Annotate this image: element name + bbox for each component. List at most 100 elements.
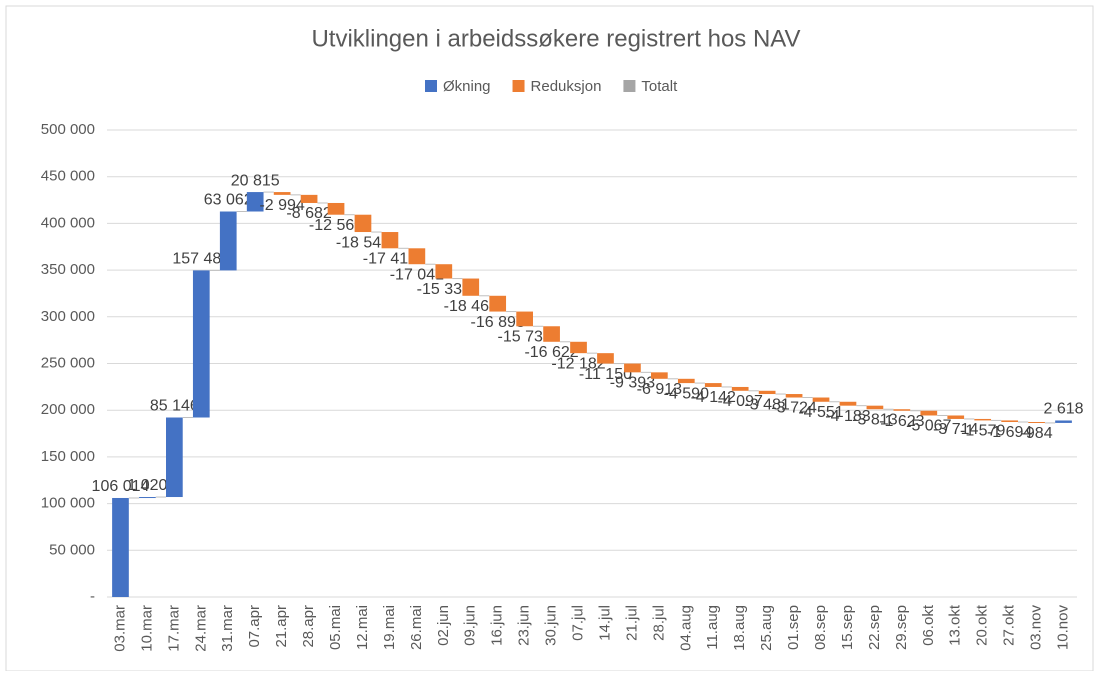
- bar: [785, 394, 803, 398]
- x-tick-label: 18.aug: [731, 605, 748, 651]
- data-label: -3 481: [744, 396, 789, 413]
- x-tick-label: 07.jul: [569, 605, 586, 641]
- data-label: -8 682: [286, 205, 331, 222]
- x-tick-label: 26.mai: [408, 605, 425, 650]
- x-tick-label: 20.okt: [974, 604, 991, 646]
- bar: [1028, 422, 1045, 424]
- x-tick-label: 10.nov: [1054, 605, 1071, 651]
- x-tick-label: 27.okt: [1001, 604, 1018, 646]
- data-label: -5 067: [906, 418, 951, 435]
- data-label: -9 393: [610, 375, 655, 392]
- bar: [1055, 420, 1072, 423]
- data-label: -12 563: [309, 217, 363, 234]
- legend-swatch: [512, 80, 525, 92]
- y-tick-label: 350 000: [41, 261, 95, 278]
- data-label: -3 813: [852, 411, 897, 428]
- bar: [920, 410, 938, 416]
- data-label: -12 182: [551, 355, 605, 372]
- x-tick-label: 29.sep: [893, 605, 910, 650]
- data-label: -16 893: [471, 314, 525, 331]
- bar: [192, 270, 210, 418]
- data-label: -4 590: [664, 385, 709, 402]
- x-tick-label: 24.mar: [192, 605, 209, 652]
- data-label: -18 464: [444, 298, 498, 315]
- x-tick-label: 09.jun: [462, 605, 479, 646]
- bar: [651, 372, 668, 379]
- legend-label: Reduksjon: [531, 78, 602, 95]
- x-tick-label: 04.aug: [677, 605, 694, 651]
- data-label: -3 724: [771, 400, 816, 417]
- x-tick-label: 21.jul: [623, 605, 640, 641]
- y-tick-label: 200 000: [41, 401, 95, 418]
- x-tick-label: 08.sep: [812, 605, 829, 650]
- x-tick-label: 13.okt: [947, 604, 964, 646]
- bar: [435, 264, 453, 279]
- x-tick-label: 28.apr: [300, 605, 317, 648]
- y-tick-label: 450 000: [41, 168, 95, 185]
- x-tick-label: 03.mar: [111, 605, 128, 652]
- data-label: -3 714: [933, 421, 978, 438]
- x-tick-label: 10.mar: [138, 605, 155, 652]
- data-label: -11 150: [579, 366, 632, 383]
- data-label: -16 622: [524, 344, 578, 361]
- bar: [1001, 420, 1018, 423]
- x-tick-label: 25.aug: [758, 605, 775, 651]
- bar: [624, 363, 641, 373]
- x-tick-label: 06.okt: [920, 604, 937, 646]
- bar: [354, 214, 372, 233]
- y-tick-label: 100 000: [41, 495, 95, 512]
- bar: [462, 278, 480, 296]
- legend-label: Totalt: [641, 78, 678, 95]
- x-tick-label: 22.sep: [866, 605, 883, 650]
- bar: [408, 248, 426, 265]
- bar: [246, 192, 264, 212]
- y-tick-label: 400 000: [41, 214, 95, 231]
- bar: [812, 397, 830, 402]
- data-label: -18 548: [336, 234, 390, 251]
- bar: [974, 418, 992, 421]
- x-tick-label: 28.jul: [650, 605, 667, 641]
- legend-swatch: [425, 80, 437, 92]
- bar: [543, 326, 560, 342]
- data-label: -984: [1021, 425, 1053, 442]
- data-label: -4 183: [825, 408, 870, 425]
- chart-title: Utviklingen i arbeidssøkere registrert h…: [311, 25, 800, 52]
- x-tick-label: 01.sep: [785, 605, 802, 650]
- bar: [731, 386, 749, 391]
- bar: [139, 497, 156, 499]
- data-label: -1 694: [987, 424, 1032, 441]
- bar: [327, 202, 345, 215]
- data-label: -2 994: [259, 197, 304, 214]
- bar: [300, 194, 318, 203]
- y-tick-label: 150 000: [41, 448, 95, 465]
- bar: [704, 383, 722, 387]
- y-tick-label: 250 000: [41, 354, 95, 371]
- data-label: -1 623: [879, 413, 924, 430]
- data-label: -4 142: [691, 389, 736, 406]
- bar: [219, 211, 237, 271]
- data-label: -1 579: [960, 423, 1005, 440]
- bar: [273, 192, 291, 195]
- data-label: -17 419: [363, 251, 417, 268]
- data-label: 2 618: [1044, 401, 1084, 418]
- data-label: 157 488: [172, 251, 230, 268]
- y-tick-label: 50 000: [49, 541, 95, 558]
- bar: [489, 295, 507, 312]
- x-tick-label: 03.nov: [1028, 605, 1045, 651]
- x-tick-label: 07.apr: [246, 605, 263, 648]
- legend-label: Økning: [443, 78, 491, 95]
- bar: [839, 401, 857, 406]
- x-tick-label: 31.mar: [219, 605, 236, 652]
- x-tick-label: 17.mar: [165, 605, 182, 652]
- bar: [758, 390, 776, 395]
- x-tick-label: 19.mai: [381, 605, 398, 650]
- bar: [381, 232, 399, 249]
- x-tick-label: 02.jun: [435, 605, 452, 646]
- bar: [166, 417, 183, 498]
- x-tick-label: 05.mai: [327, 605, 344, 650]
- data-label: 106 014: [92, 478, 150, 495]
- data-label: 20 815: [231, 172, 280, 189]
- x-tick-label: 16.jun: [489, 605, 506, 646]
- y-tick-label: -: [90, 588, 95, 605]
